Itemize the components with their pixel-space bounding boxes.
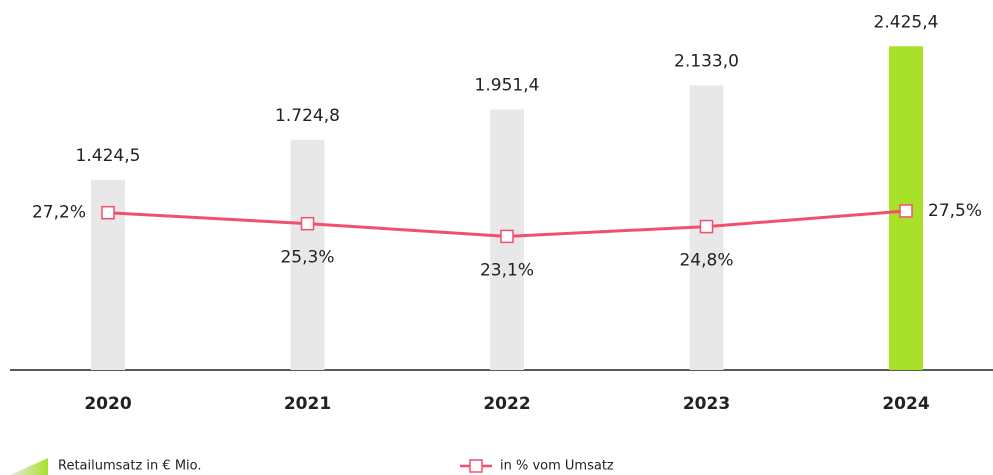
bar-value-label: 2.133,0 <box>674 51 739 71</box>
line-value-label: 27,2% <box>32 203 86 223</box>
legend-marker-icon <box>469 459 483 473</box>
bar-value-label: 1.724,8 <box>275 106 340 126</box>
bar-value-label: 2.425,4 <box>874 12 939 32</box>
line-value-label: 23,1% <box>480 260 534 280</box>
line-marker <box>899 204 913 218</box>
legend-label: in % vom Umsatz <box>500 459 614 474</box>
x-tick-label: 2020 <box>84 394 131 414</box>
line-marker <box>699 219 714 234</box>
line-marker <box>300 216 315 231</box>
x-tick-label: 2021 <box>284 394 331 414</box>
legend-bar-icon <box>10 458 48 475</box>
line-value-label: 27,5% <box>928 201 982 221</box>
x-tick-label: 2023 <box>683 394 730 414</box>
x-tick-label: 2022 <box>483 394 530 414</box>
line-value-label: 25,3% <box>280 248 334 268</box>
line-value-label: 24,8% <box>679 251 733 271</box>
bar-value-label: 1.424,5 <box>76 146 141 166</box>
legend-label: Retailumsatz in € Mio. <box>58 459 202 474</box>
bar-value-label: 1.951,4 <box>475 76 540 96</box>
line-marker <box>500 229 514 244</box>
line-marker <box>101 205 115 220</box>
x-tick-label: 2024 <box>882 394 929 414</box>
bar <box>290 139 325 370</box>
